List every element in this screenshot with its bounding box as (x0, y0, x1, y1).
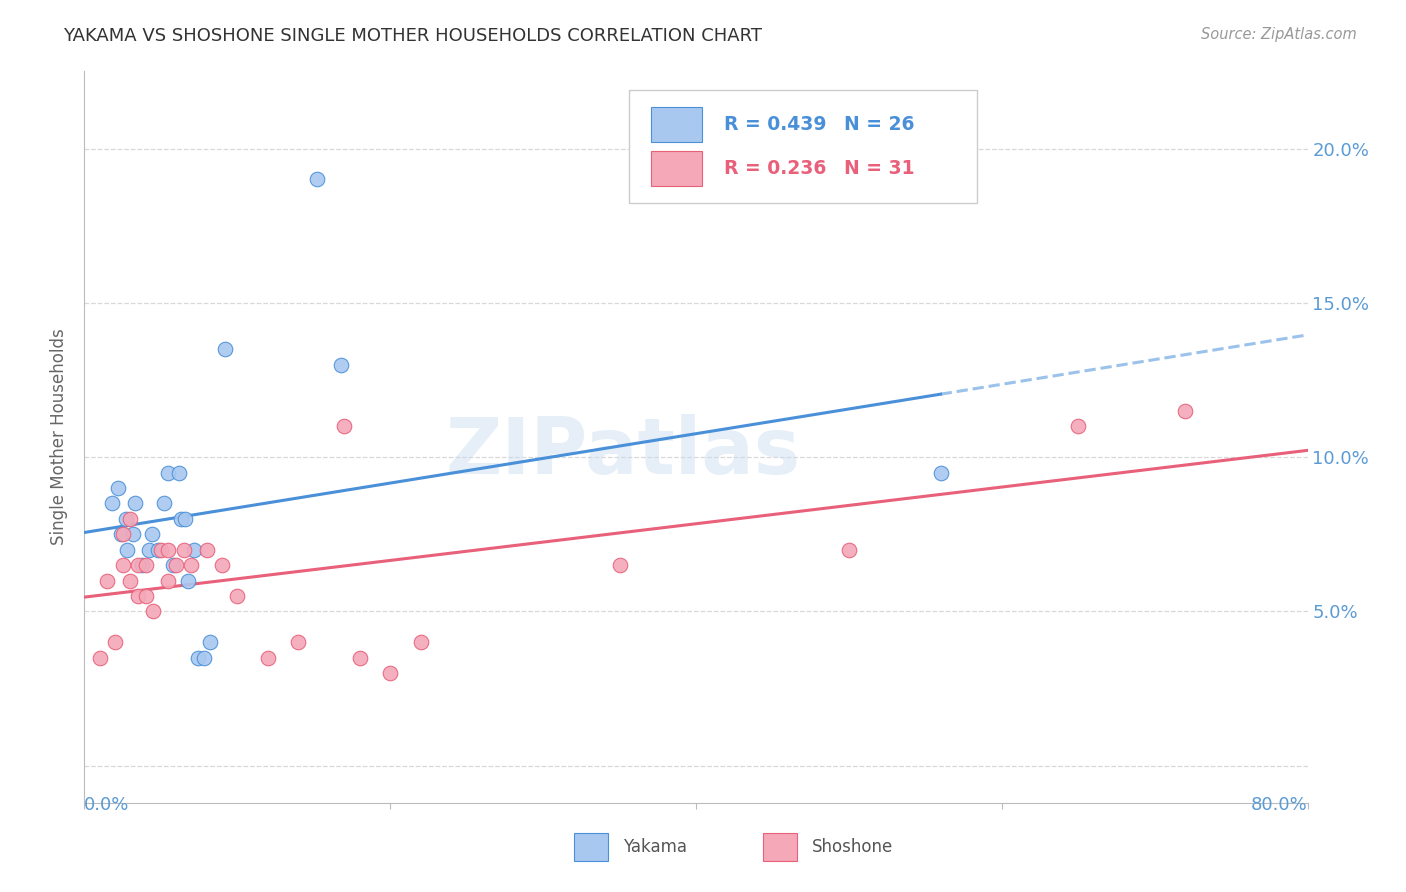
Point (838, 542, 860, 557)
Point (111, 527, 134, 541)
Point (929, 466, 952, 480)
Point (120, 574, 142, 588)
Point (115, 542, 138, 557)
Point (193, 650, 215, 665)
Point (195, 542, 218, 557)
Point (183, 542, 205, 557)
Point (153, 496, 176, 510)
Text: 0.0%: 0.0% (84, 797, 129, 814)
Point (333, 419, 356, 434)
Text: R = 0.439: R = 0.439 (724, 115, 827, 135)
Point (287, 635, 309, 649)
Point (110, 527, 132, 541)
Point (162, 558, 184, 573)
Point (141, 527, 163, 541)
Text: ZIPatlas: ZIPatlas (446, 414, 800, 490)
Point (122, 527, 145, 541)
Point (135, 589, 157, 603)
Point (305, 172, 328, 186)
Point (157, 466, 180, 480)
Point (149, 542, 172, 557)
Point (177, 574, 200, 588)
Point (101, 496, 124, 510)
Point (167, 466, 190, 480)
Point (120, 512, 142, 526)
Y-axis label: Single Mother Households: Single Mother Households (51, 329, 69, 545)
Point (104, 635, 127, 649)
Point (114, 512, 136, 526)
Point (138, 542, 160, 557)
Point (186, 650, 208, 665)
Point (142, 604, 165, 618)
FancyBboxPatch shape (763, 833, 797, 861)
Point (380, 666, 402, 681)
FancyBboxPatch shape (628, 90, 977, 203)
Point (257, 650, 280, 665)
FancyBboxPatch shape (651, 107, 702, 143)
Point (330, 358, 353, 372)
Point (198, 635, 221, 649)
Point (214, 342, 236, 356)
Point (127, 558, 149, 573)
Point (111, 558, 134, 573)
Point (165, 558, 187, 573)
Point (157, 574, 180, 588)
Point (127, 589, 149, 603)
Point (174, 512, 197, 526)
Point (157, 542, 180, 557)
Text: Source: ZipAtlas.com: Source: ZipAtlas.com (1201, 27, 1357, 42)
Point (135, 558, 157, 573)
Text: 80.0%: 80.0% (1251, 797, 1308, 814)
Point (173, 542, 195, 557)
Point (170, 512, 193, 526)
Text: N = 26: N = 26 (844, 115, 914, 135)
Point (96, 574, 118, 588)
Point (180, 558, 202, 573)
FancyBboxPatch shape (574, 833, 607, 861)
Text: Shoshone: Shoshone (813, 838, 893, 855)
Point (409, 635, 432, 649)
Point (211, 558, 233, 573)
Point (146, 542, 169, 557)
Point (609, 558, 631, 573)
Point (131, 558, 153, 573)
Point (107, 481, 129, 495)
Point (1067, 419, 1090, 434)
Text: N = 31: N = 31 (844, 159, 914, 178)
Point (226, 589, 249, 603)
Text: R = 0.236: R = 0.236 (724, 159, 827, 178)
Point (89, 650, 111, 665)
Text: Yakama: Yakama (623, 838, 686, 855)
Point (124, 496, 146, 510)
Point (1174, 404, 1197, 418)
Point (349, 650, 371, 665)
Text: YAKAMA VS SHOSHONE SINGLE MOTHER HOUSEHOLDS CORRELATION CHART: YAKAMA VS SHOSHONE SINGLE MOTHER HOUSEHO… (63, 27, 762, 45)
FancyBboxPatch shape (651, 151, 702, 186)
